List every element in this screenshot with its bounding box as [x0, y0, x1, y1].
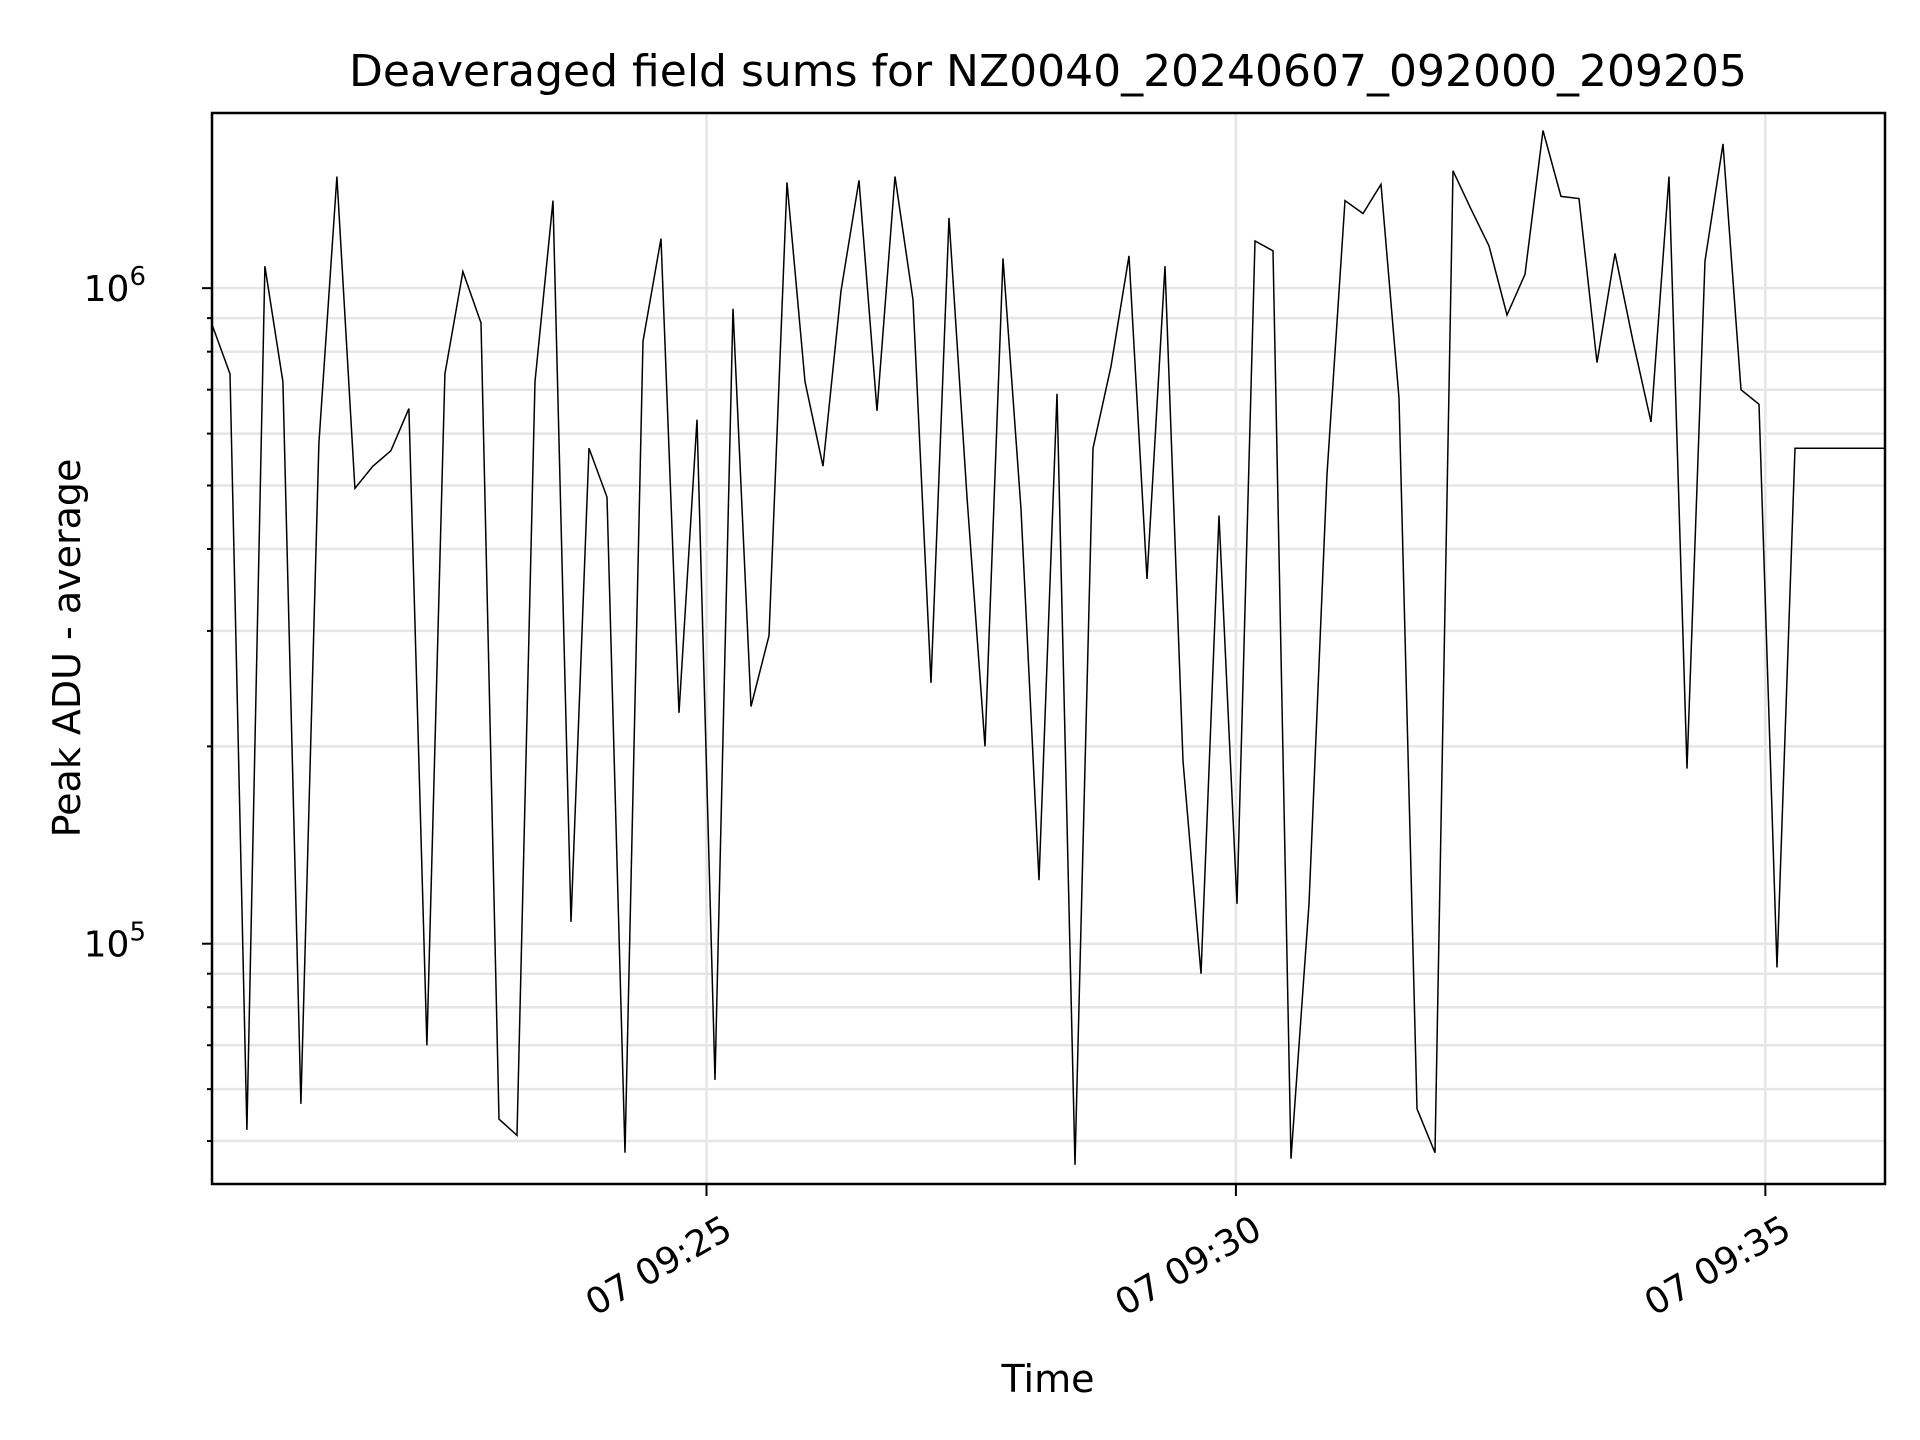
y-tick-exponent: 6: [129, 262, 146, 292]
x-tick-label: 07 09:25: [579, 1208, 739, 1324]
x-tick-label: 07 09:30: [1108, 1208, 1268, 1324]
y-tick-label: 106: [84, 262, 146, 310]
x-tick-label: 07 09:35: [1638, 1208, 1798, 1324]
series-line: [211, 130, 1885, 1165]
y-axis-label: Peak ADU - average: [45, 459, 89, 838]
y-tick-label: 105: [84, 918, 146, 966]
y-tick-exponent: 5: [129, 918, 146, 948]
x-axis-label: Time: [1001, 1357, 1095, 1401]
grid-layer: [212, 113, 1885, 1184]
chart-title: Deaveraged field sums for NZ0040_2024060…: [349, 46, 1747, 97]
plot-frame: [210, 111, 1887, 1186]
